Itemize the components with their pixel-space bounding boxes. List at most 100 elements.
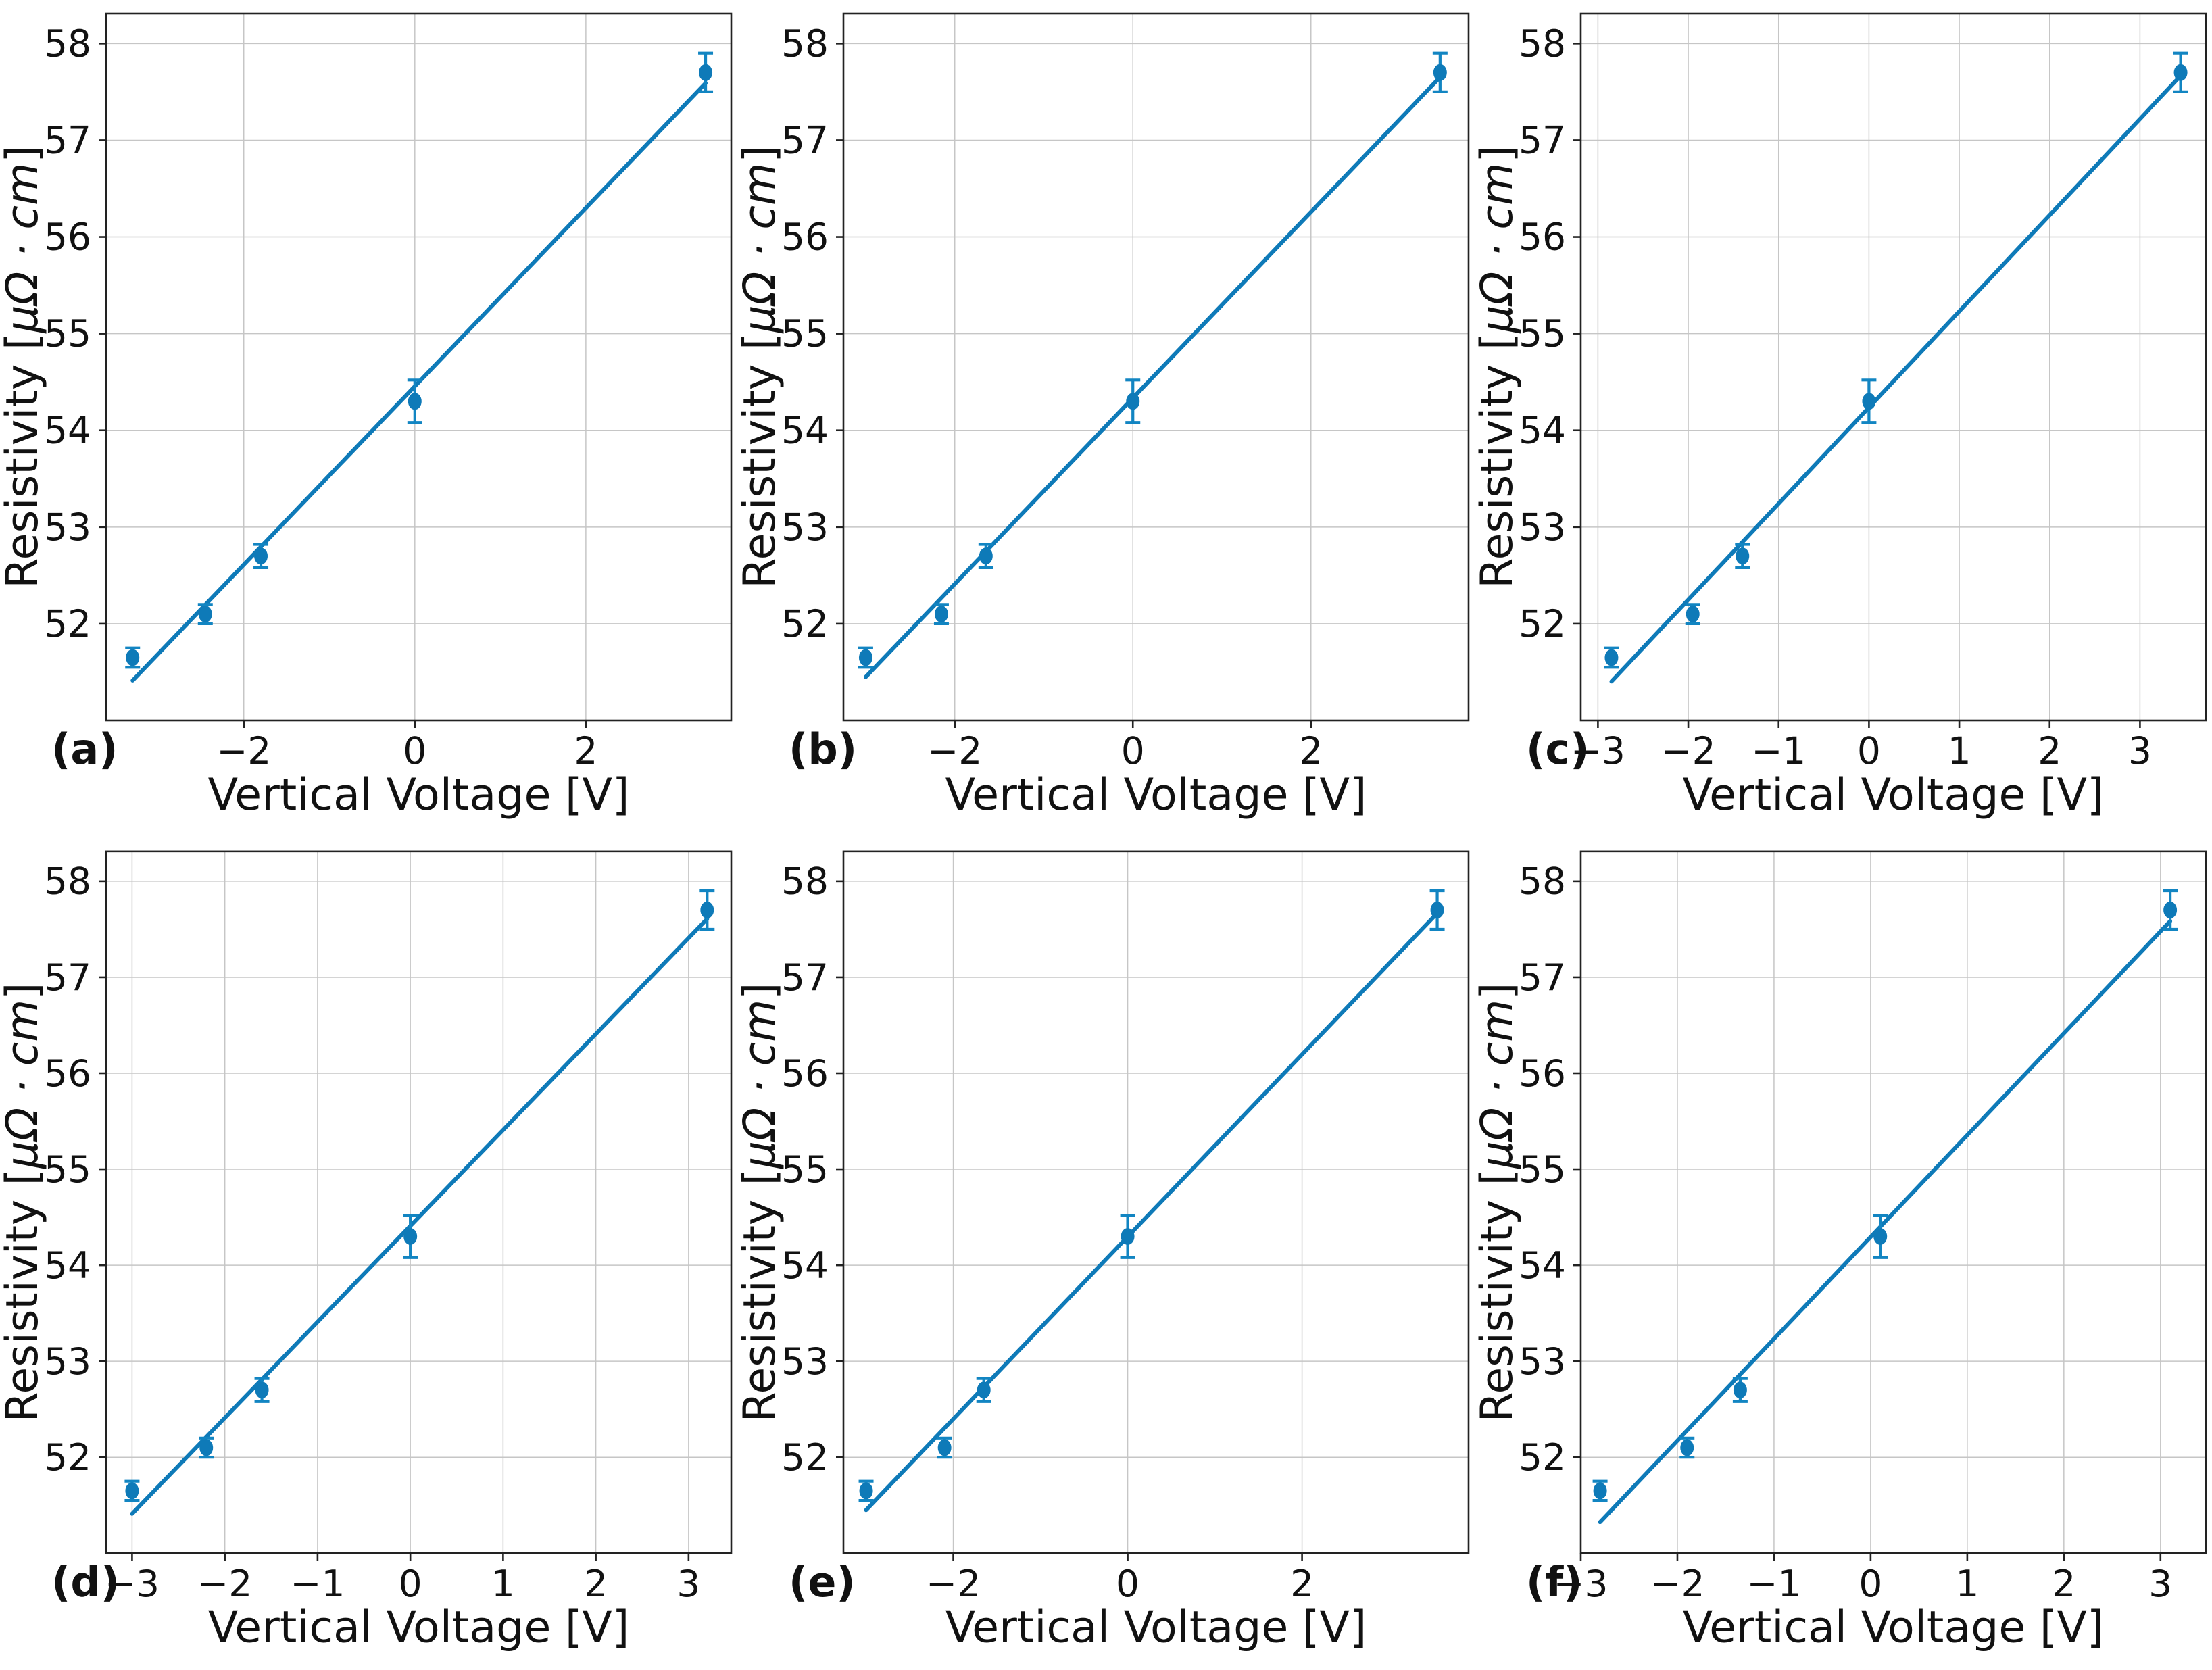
data-marker (700, 902, 714, 918)
data-marker (199, 1439, 214, 1456)
plot-background (0, 838, 737, 1670)
x-tick-label: 0 (1859, 1562, 1882, 1605)
y-tick-label: 58 (781, 22, 829, 65)
panel-e: −2 0 2 52 53 54 55 56 57 58 Vertical Voltage [V] Re… (737, 838, 1475, 1670)
x-tick-label: 3 (2128, 729, 2152, 772)
y-tick-label: 55 (781, 312, 829, 355)
y-tick-label: 54 (781, 1244, 829, 1287)
x-tick-label: −2 (927, 729, 982, 772)
data-point (1685, 603, 1700, 626)
data-marker (934, 606, 948, 623)
y-tick-label: 58 (1519, 860, 1566, 903)
x-tick-label: −1 (1751, 729, 1806, 772)
y-tick-label: 57 (44, 118, 91, 162)
x-tick-label: −2 (216, 729, 271, 772)
y-tick-label: 55 (44, 312, 91, 355)
data-point (933, 603, 949, 626)
y-tick-label: 53 (1519, 506, 1566, 549)
plot-background (737, 0, 1475, 838)
x-tick-label: 3 (677, 1562, 700, 1605)
data-point (254, 1377, 270, 1403)
y-tick-label: 58 (44, 860, 91, 903)
data-point (197, 603, 213, 626)
data-point (199, 1436, 214, 1459)
y-tick-label: 52 (1519, 602, 1566, 645)
y-tick-label: 57 (44, 956, 91, 999)
x-axis-label: Vertical Voltage [V] (1683, 1602, 2104, 1653)
panel-e-chart: −2 0 2 52 53 54 55 56 57 58 Vertical Voltage [V] Re… (737, 838, 1475, 1670)
y-tick-label: 56 (1519, 1052, 1566, 1095)
data-point (858, 646, 873, 669)
linear-fit-line (130, 81, 708, 683)
data-marker (977, 1381, 991, 1399)
data-point (403, 1214, 418, 1259)
x-axis-label: Vertical Voltage [V] (945, 770, 1367, 820)
x-tick-label: 0 (399, 1562, 422, 1605)
x-tick-label: −2 (197, 1562, 252, 1605)
panel-f-chart: −3 −2 −1 0 1 2 3 52 53 54 55 56 57 58 Vertical Voltage… (1475, 838, 2212, 1670)
axes-spines (842, 12, 1470, 722)
y-tick-label: 56 (44, 216, 91, 259)
y-tick-label: 57 (781, 956, 829, 999)
y-tick-label: 54 (1519, 409, 1566, 452)
x-tick-label: 2 (1299, 729, 1323, 772)
y-tick-label: 58 (781, 860, 829, 903)
data-marker (937, 1439, 952, 1456)
data-point (1120, 1214, 1135, 1259)
y-tick-label: 55 (781, 1148, 829, 1191)
data-marker (1604, 649, 1619, 666)
data-point (1432, 51, 1448, 94)
panel-b: −2 0 2 52 53 54 55 56 57 58 Vertical Voltage [V] Re… (737, 0, 1475, 838)
y-tick-label: 52 (781, 602, 829, 645)
axes-spines (842, 850, 1470, 1554)
y-tick-label: 52 (781, 1435, 829, 1479)
linear-fit-line (1598, 919, 2173, 1525)
linear-fit-line (863, 75, 1442, 679)
x-tick-label: 1 (1955, 1562, 1979, 1605)
data-marker (1126, 393, 1140, 410)
axes-spines (1579, 12, 2207, 722)
data-marker (1433, 64, 1447, 81)
y-tick-label: 55 (1519, 312, 1566, 355)
data-point (2173, 51, 2188, 94)
plot-background (1475, 0, 2212, 838)
data-marker (126, 649, 140, 666)
linear-fit-line (1609, 74, 2183, 684)
data-marker (125, 1482, 139, 1500)
y-tick-label: 52 (44, 1435, 91, 1479)
x-tick-label: 0 (403, 729, 426, 772)
y-tick-label: 54 (1519, 1244, 1566, 1287)
panel-c-chart: −3 −2 −1 0 1 2 3 52 53 54 55 56 57 58 Vertical Voltage… (1475, 0, 2212, 838)
panel-f: −3 −2 −1 0 1 2 3 52 53 54 55 56 57 58 Vertical Voltage… (1475, 838, 2212, 1670)
y-tick-label: 58 (44, 22, 91, 65)
panel-letter: (d) (51, 1558, 120, 1606)
y-tick-label: 52 (44, 602, 91, 645)
data-marker (1736, 547, 1750, 565)
data-point (858, 1479, 874, 1502)
panel-letter: (a) (51, 725, 118, 774)
data-marker (1121, 1228, 1135, 1245)
data-marker (254, 547, 268, 565)
panel-d: −3 −2 −1 0 1 2 3 52 53 54 55 56 57 58 Vertical Voltage… (0, 838, 737, 1670)
linear-fit-line (130, 916, 710, 1516)
data-marker (2173, 64, 2188, 81)
x-tick-label: −2 (1661, 729, 1716, 772)
panel-letter: (c) (1526, 725, 1589, 774)
panel-b-chart: −2 0 2 52 53 54 55 56 57 58 Vertical Voltage [V] Re… (737, 0, 1475, 838)
x-tick-label: −3 (105, 1562, 159, 1605)
y-tick-label: 55 (1519, 1148, 1566, 1191)
data-point (698, 51, 714, 94)
x-tick-label: 2 (2038, 729, 2061, 772)
y-tick-label: 58 (1519, 22, 1566, 65)
data-marker (255, 1381, 269, 1399)
data-point (1125, 378, 1141, 424)
data-marker (1680, 1439, 1694, 1456)
data-point (253, 543, 269, 570)
y-axis-label: Resistivity [μΩ · cm] (0, 145, 48, 589)
data-point (407, 378, 422, 424)
y-tick-label: 53 (781, 1340, 829, 1383)
axes-spines (1579, 850, 2207, 1554)
x-tick-label: −3 (1571, 729, 1625, 772)
data-point (699, 889, 715, 931)
x-axis-label: Vertical Voltage [V] (208, 770, 630, 820)
